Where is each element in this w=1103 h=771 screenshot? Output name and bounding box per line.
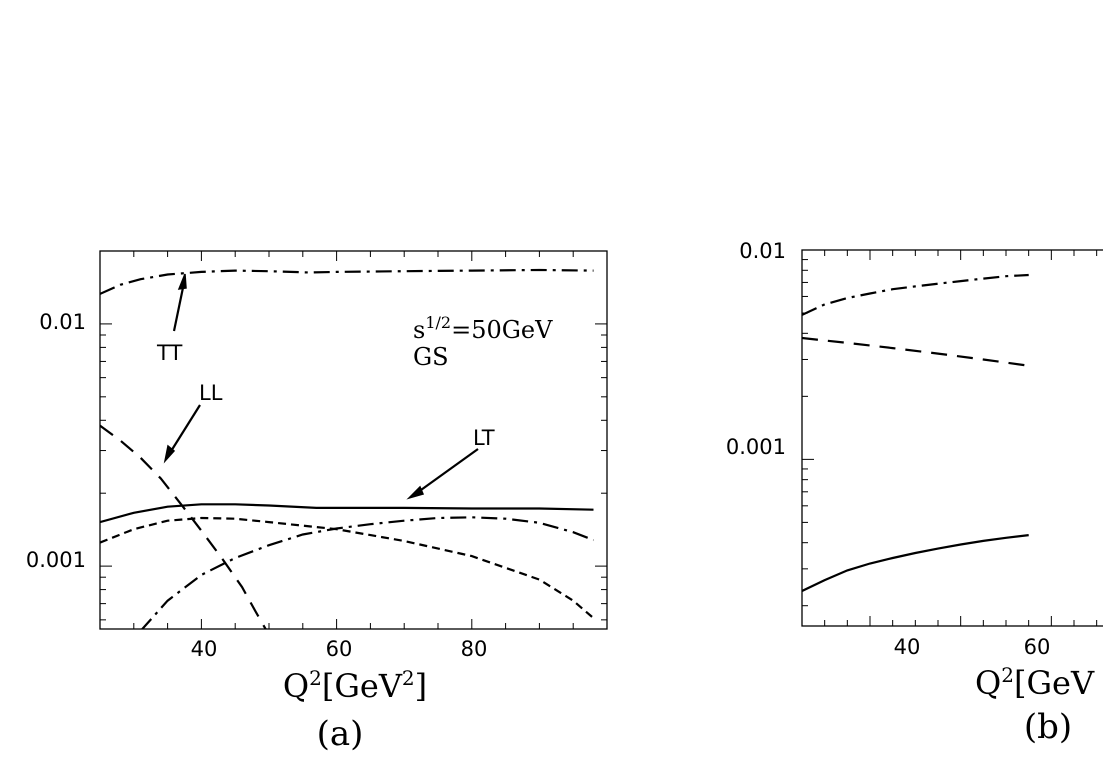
panel-a-label: (a) [317, 714, 364, 754]
arrowhead-lt [406, 485, 425, 500]
panel-b-chart: 0.01 0.001 40 60 Q2[GeV (b) [726, 239, 1103, 747]
panel-a-ytick-0.001: 0.001 [26, 548, 86, 572]
panel-a-xtick-40: 40 [191, 637, 218, 661]
arrowhead-tt [177, 273, 187, 290]
panel-a-curve-dd [140, 516, 594, 629]
panel-a-xlabel: Q2[GeV2] [283, 666, 427, 705]
panel-b-ytick-0.001: 0.001 [726, 435, 786, 459]
panel-b-axis-ticks [802, 249, 1098, 626]
label-tt: TT [156, 341, 182, 365]
panel-a-xtick-80: 80 [461, 637, 488, 661]
panel-b-xlabel: Q2[GeV [975, 663, 1095, 702]
panel-a-pdf-annotation: GS [413, 343, 449, 371]
panel-a-xtick-60: 60 [326, 637, 353, 661]
arrowhead-ll [163, 444, 176, 464]
panel-b-curve-b2 [802, 336, 1029, 367]
panel-a-ytick-0.01: 0.01 [39, 310, 86, 334]
panel-b-label: (b) [1024, 707, 1072, 747]
panel-a-curve-lt2 [100, 516, 595, 619]
label-lt: LT [473, 426, 495, 450]
label-ll: LL [199, 381, 223, 405]
panel-b-curve-b1 [802, 273, 1029, 316]
panel-b-curve-b3 [802, 534, 1029, 592]
panel-a-chart: 0.01 0.001 40 60 80 Q2[GeV2] (a) s1/2=50… [26, 250, 608, 754]
panel-b-curves [802, 273, 1029, 592]
arrow-lt [413, 448, 479, 496]
panel-a-curve-tt [100, 268, 594, 295]
panel-a-axis-ticks [100, 250, 607, 629]
arrow-ll [167, 404, 201, 457]
panel-b-xtick-60: 60 [1024, 635, 1051, 659]
panel-a-plot-frame [99, 250, 608, 630]
panel-b-xtick-40: 40 [894, 635, 921, 659]
panel-a-curve-lt [100, 503, 594, 524]
panel-b-ytick-0.01: 0.01 [739, 239, 786, 263]
panel-a-curve-ll [100, 424, 267, 629]
panel-a-curves [100, 268, 595, 629]
panel-a-energy-annotation: s1/2=50GeV [413, 313, 553, 344]
panel-b-plot-frame [801, 249, 1103, 627]
